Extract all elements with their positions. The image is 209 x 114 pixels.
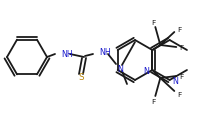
Text: S: S xyxy=(78,72,84,81)
Text: F: F xyxy=(177,27,181,33)
Text: F: F xyxy=(179,73,184,79)
Text: F: F xyxy=(179,45,184,51)
Text: F: F xyxy=(151,98,155,104)
Text: N: N xyxy=(117,64,123,73)
Text: N: N xyxy=(173,77,178,86)
Text: F: F xyxy=(151,20,155,26)
Text: F: F xyxy=(177,91,181,97)
Text: NH: NH xyxy=(61,50,73,59)
Text: N: N xyxy=(143,66,149,75)
Text: NH: NH xyxy=(99,48,111,57)
